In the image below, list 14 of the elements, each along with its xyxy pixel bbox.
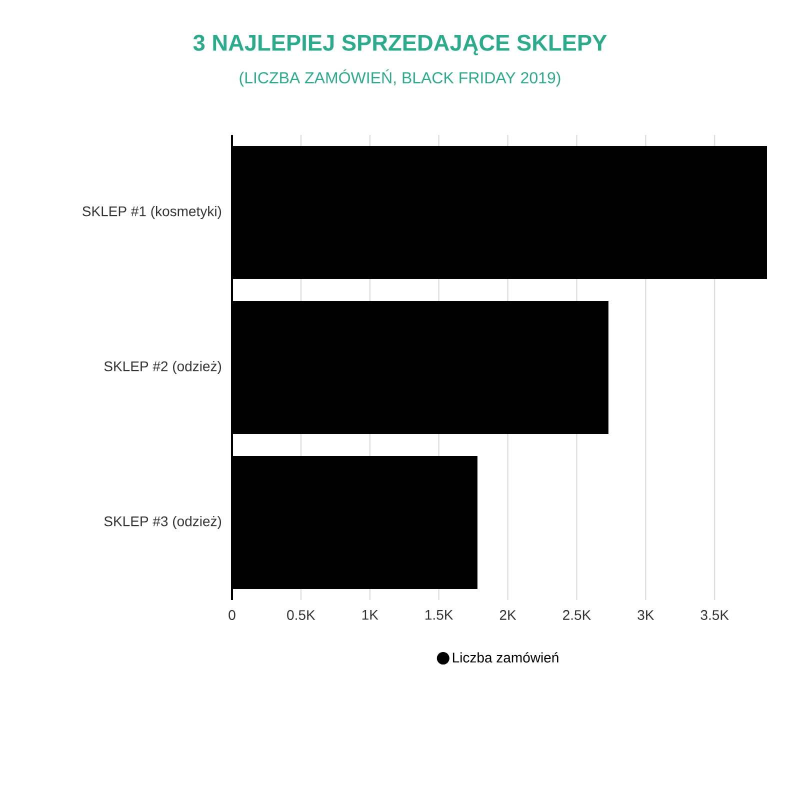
- y-tick-label: SKLEP #3 (odzież): [104, 516, 222, 530]
- x-tick-label: 2K: [500, 610, 516, 620]
- chart-title: 3 NAJLEPIEJ SPRZEDAJĄCE SKLEPY: [193, 34, 607, 56]
- x-tick-label: 1.5K: [426, 610, 454, 620]
- x-tick-label: 3K: [638, 610, 654, 620]
- x-tick-label: 0: [228, 610, 236, 620]
- legend-label: Liczba zamówień: [452, 652, 558, 663]
- x-tick-label: 2.5K: [563, 610, 591, 620]
- x-tick-label: 1K: [362, 610, 378, 620]
- x-tick-label: 3.5K: [700, 610, 729, 620]
- chart-subtitle: (LICZBA ZAMÓWIEŃ, BLACK FRIDAY 2019): [240, 69, 560, 87]
- y-tick-label: SKLEP #1 (kosmetyki): [82, 206, 222, 220]
- y-tick-label: SKLEP #2 (odzież): [104, 360, 222, 374]
- x-tick-label: 0.5K: [287, 610, 316, 620]
